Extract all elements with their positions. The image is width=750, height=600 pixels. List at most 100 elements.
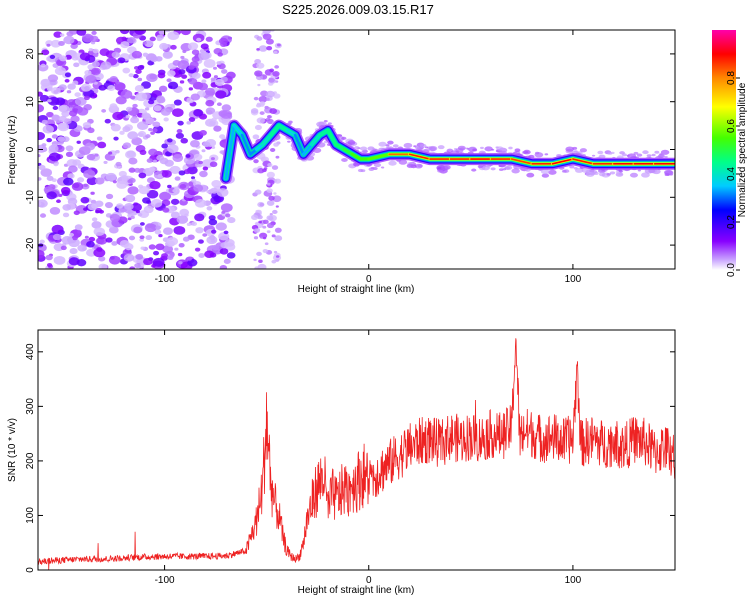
noise-blob bbox=[162, 207, 170, 213]
noise-blob bbox=[153, 250, 160, 256]
noise-blob bbox=[38, 154, 41, 158]
noise-blob bbox=[199, 130, 207, 136]
noise-blob bbox=[117, 57, 126, 64]
noise-blob bbox=[90, 191, 95, 195]
noise-blob bbox=[104, 202, 114, 209]
noise-blob bbox=[480, 146, 484, 150]
noise-blob bbox=[41, 49, 50, 56]
snr-ylabel: SNR (10 * v/v) bbox=[7, 418, 18, 482]
noise-blob bbox=[196, 37, 202, 42]
noise-blob bbox=[573, 166, 578, 170]
y-tick-label: 0 bbox=[25, 567, 36, 573]
noise-blob bbox=[38, 249, 45, 259]
noise-blob bbox=[160, 108, 171, 116]
noise-blob bbox=[45, 254, 53, 261]
ridge-segment bbox=[285, 128, 297, 137]
noise-blob bbox=[472, 148, 478, 152]
noise-blob bbox=[173, 99, 182, 106]
noise-blob bbox=[112, 180, 117, 184]
noise-blob bbox=[484, 146, 493, 152]
noise-blob bbox=[170, 44, 177, 50]
noise-blob bbox=[38, 63, 49, 72]
noise-blob bbox=[565, 146, 575, 152]
ridge-segment bbox=[350, 152, 363, 161]
noise-blob bbox=[197, 82, 209, 91]
noise-blob bbox=[38, 104, 45, 113]
noise-blob bbox=[254, 189, 262, 195]
noise-blob bbox=[266, 182, 271, 186]
noise-blob bbox=[122, 126, 131, 133]
noise-blob bbox=[67, 173, 75, 179]
noise-blob bbox=[287, 140, 291, 143]
noise-blob bbox=[128, 73, 134, 78]
noise-blob bbox=[84, 235, 89, 239]
noise-blob bbox=[198, 239, 204, 244]
noise-blob bbox=[113, 136, 119, 141]
noise-blob bbox=[188, 117, 196, 122]
noise-blob bbox=[46, 191, 57, 200]
noise-blob bbox=[72, 159, 81, 166]
noise-blob bbox=[211, 229, 217, 234]
x-tick-label: 100 bbox=[565, 274, 582, 285]
noise-blob bbox=[417, 164, 423, 168]
y-tick-label: -10 bbox=[25, 190, 36, 205]
noise-blob bbox=[38, 144, 47, 153]
noise-blob bbox=[265, 90, 275, 98]
noise-blob bbox=[585, 171, 595, 177]
noise-blob bbox=[146, 189, 159, 199]
noise-blob bbox=[180, 55, 185, 60]
noise-blob bbox=[77, 107, 89, 116]
x-tick-label: 0 bbox=[366, 274, 372, 285]
noise-blob bbox=[201, 159, 214, 169]
noise-blob bbox=[64, 72, 71, 78]
noise-blob bbox=[66, 99, 78, 108]
noise-blob bbox=[74, 96, 87, 106]
noise-blob bbox=[150, 56, 159, 62]
noise-blob bbox=[128, 235, 136, 241]
noise-blob bbox=[203, 58, 216, 68]
noise-blob bbox=[265, 38, 274, 45]
noise-blob bbox=[317, 124, 321, 127]
noise-blob bbox=[41, 143, 47, 147]
noise-blob bbox=[132, 73, 139, 79]
noise-blob bbox=[98, 84, 107, 91]
noise-blob bbox=[215, 222, 227, 231]
noise-blob bbox=[271, 234, 276, 238]
noise-blob bbox=[77, 177, 85, 183]
noise-blob bbox=[148, 148, 158, 156]
noise-blob bbox=[256, 47, 260, 51]
noise-blob bbox=[120, 30, 130, 35]
noise-blob bbox=[252, 134, 260, 140]
noise-blob bbox=[115, 80, 120, 85]
noise-blob bbox=[162, 227, 173, 235]
noise-blob bbox=[186, 222, 192, 227]
noise-blob bbox=[50, 39, 61, 48]
noise-blob bbox=[253, 228, 261, 233]
noise-blob bbox=[188, 77, 198, 85]
noise-blob bbox=[223, 258, 231, 264]
noise-blob bbox=[64, 78, 70, 83]
noise-blob bbox=[125, 114, 130, 119]
noise-blob bbox=[387, 140, 394, 145]
noise-blob bbox=[68, 165, 78, 173]
noise-blob bbox=[202, 141, 211, 148]
noise-blob bbox=[217, 52, 223, 57]
noise-blob bbox=[130, 215, 135, 219]
noise-blob bbox=[141, 112, 151, 120]
noise-blob bbox=[86, 241, 95, 248]
noise-blob bbox=[58, 40, 65, 47]
ridge-segment bbox=[269, 124, 281, 137]
noise-blob bbox=[142, 41, 147, 45]
noise-blob bbox=[597, 150, 604, 155]
ridge-segment bbox=[301, 143, 314, 156]
noise-blob bbox=[152, 121, 161, 128]
noise-blob bbox=[548, 169, 557, 175]
noise-blob bbox=[219, 150, 225, 154]
noise-blob bbox=[83, 169, 96, 179]
noise-blob bbox=[323, 120, 328, 123]
noise-blob bbox=[65, 145, 74, 152]
noise-blob bbox=[188, 65, 195, 70]
noise-blob bbox=[188, 87, 194, 91]
noise-blob bbox=[218, 197, 223, 201]
noise-blob bbox=[60, 245, 67, 251]
